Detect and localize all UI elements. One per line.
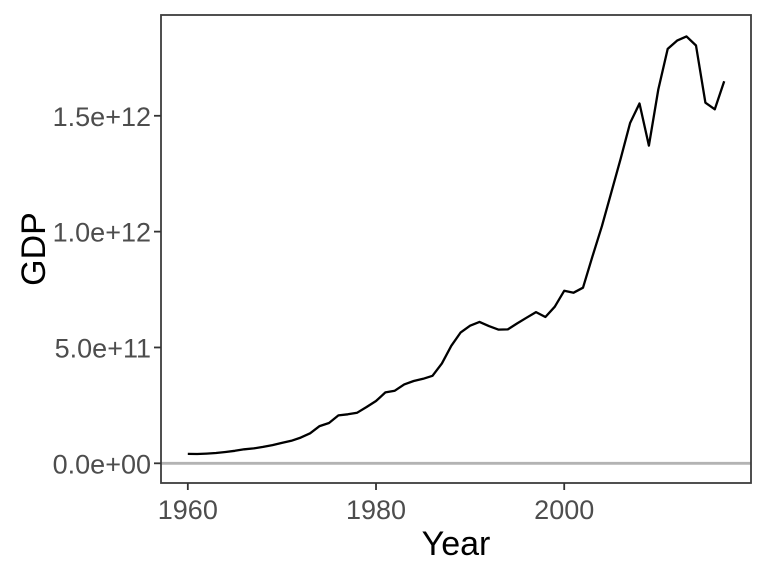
y-tick-label: 0.0e+00 [53,449,151,479]
y-axis: 0.0e+00 5.0e+11 1.0e+12 1.5e+12 [53,102,161,479]
y-tick-label: 1.0e+12 [53,218,151,248]
y-tick-label: 1.5e+12 [53,102,151,132]
plot-panel-border [160,14,752,484]
x-tick-label: 1980 [346,495,406,525]
y-axis-title: GDP [15,212,53,286]
x-tick-label: 1960 [158,495,218,525]
gdp-series-line [187,35,726,456]
x-tick-label: 2000 [534,495,594,525]
x-axis-title: Year [422,525,491,563]
y-tick-label: 5.0e+11 [55,334,151,364]
x-axis: 1960 1980 2000 [158,483,594,525]
